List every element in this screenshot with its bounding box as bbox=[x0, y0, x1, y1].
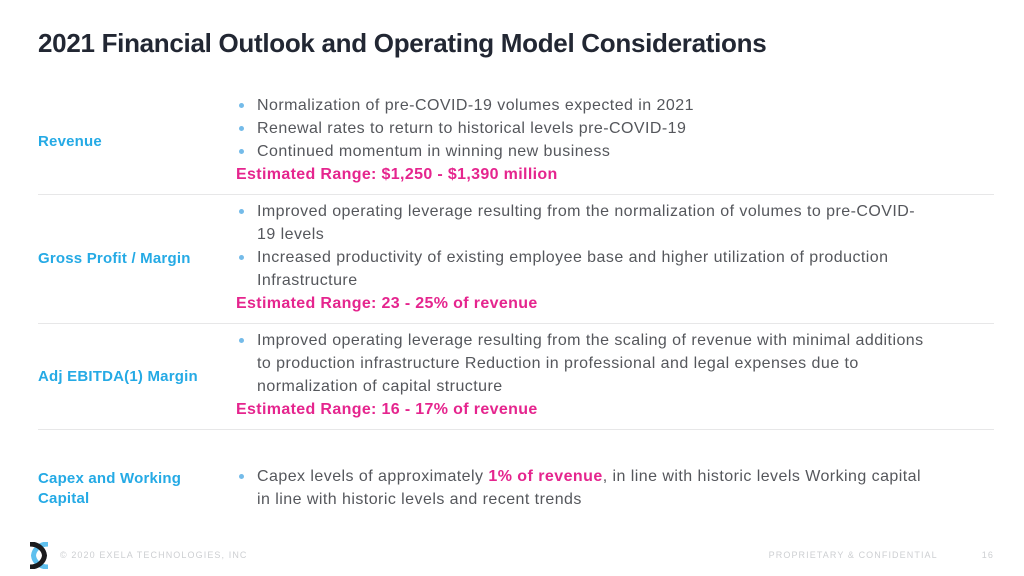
outlook-table: Revenue Normalization of pre-COVID-19 vo… bbox=[38, 89, 994, 525]
bullet-item: Continued momentum in winning new busine… bbox=[236, 140, 936, 163]
bullet-text: Increased productivity of existing emplo… bbox=[257, 249, 889, 289]
bullet-text: Capex levels of approximately 1% of reve… bbox=[257, 465, 936, 511]
exela-x-logo-icon bbox=[29, 541, 49, 569]
bullet-item: Improved operating leverage resulting fr… bbox=[236, 329, 936, 398]
bullet-dot-icon bbox=[239, 209, 244, 214]
row-label-capex: Capex and Working Capital bbox=[38, 470, 182, 507]
bullet-item: Improved operating leverage resulting fr… bbox=[236, 200, 936, 246]
bullet-dot-icon bbox=[239, 338, 244, 343]
bullet-dot-icon bbox=[239, 103, 244, 108]
bullet-dot-icon bbox=[239, 149, 244, 154]
row-label-cell: Capex and Working Capital bbox=[38, 453, 236, 525]
row-label-cell: Revenue bbox=[38, 89, 236, 194]
footer-left: © 2020 EXELA TECHNOLOGIES, INC bbox=[27, 541, 248, 569]
bullet-item: Normalization of pre-COVID-19 volumes ex… bbox=[236, 94, 936, 117]
row-label-gross-profit: Gross Profit / Margin bbox=[38, 250, 191, 267]
row-content-adj-ebitda: Improved operating leverage resulting fr… bbox=[236, 324, 936, 429]
estimated-range: Estimated Range: 16 - 17% of revenue bbox=[236, 401, 538, 418]
estimated-range: Estimated Range: $1,250 - $1,390 million bbox=[236, 166, 558, 183]
estimated-range: Estimated Range: 23 - 25% of revenue bbox=[236, 295, 538, 312]
row-label-adj-ebitda: Adj EBITDA(1) Margin bbox=[38, 367, 198, 385]
row-label-cell: Adj EBITDA(1) Margin bbox=[38, 324, 236, 429]
bullet-text: Improved operating leverage resulting fr… bbox=[257, 332, 924, 395]
bullet-dot-icon bbox=[239, 473, 244, 479]
row-label-cell: Gross Profit / Margin bbox=[38, 195, 236, 323]
bullet-text: Improved operating leverage resulting fr… bbox=[257, 203, 916, 243]
copyright-text: © 2020 EXELA TECHNOLOGIES, INC bbox=[60, 550, 248, 560]
bullet-dot-icon bbox=[239, 255, 244, 260]
bullet-item: Increased productivity of existing emplo… bbox=[236, 246, 936, 292]
row-label-revenue: Revenue bbox=[38, 132, 102, 150]
row-content-capex: Capex levels of approximately 1% of reve… bbox=[236, 453, 936, 525]
row-content-gross-profit: Improved operating leverage resulting fr… bbox=[236, 195, 936, 323]
page-number: 16 bbox=[981, 550, 994, 560]
table-row-gross-profit: Gross Profit / Margin Improved operating… bbox=[38, 195, 994, 324]
bullet-item: Capex levels of approximately 1% of reve… bbox=[236, 465, 936, 511]
bullet-text: Renewal rates to return to historical le… bbox=[257, 120, 687, 137]
bullet-text-post: , in line with historic levels Working c… bbox=[257, 467, 922, 508]
bullet-dot-icon bbox=[239, 126, 244, 131]
confidential-text: PROPRIETARY & CONFIDENTIAL bbox=[768, 550, 938, 560]
table-row-capex: Capex and Working Capital Capex levels o… bbox=[38, 430, 994, 525]
slide-footer: © 2020 EXELA TECHNOLOGIES, INC PROPRIETA… bbox=[27, 540, 994, 570]
table-row-adj-ebitda: Adj EBITDA(1) Margin Improved operating … bbox=[38, 324, 994, 430]
bullet-text: Continued momentum in winning new busine… bbox=[257, 143, 611, 160]
footer-right: PROPRIETARY & CONFIDENTIAL 16 bbox=[769, 550, 994, 560]
page-title: 2021 Financial Outlook and Operating Mod… bbox=[38, 28, 767, 58]
bullet-text-highlight: 1% of revenue bbox=[488, 467, 603, 485]
table-row-revenue: Revenue Normalization of pre-COVID-19 vo… bbox=[38, 89, 994, 195]
bullet-text-pre: Capex levels of approximately bbox=[257, 467, 489, 485]
bullet-text: Normalization of pre-COVID-19 volumes ex… bbox=[257, 97, 694, 114]
bullet-item: Renewal rates to return to historical le… bbox=[236, 117, 936, 140]
row-content-revenue: Normalization of pre-COVID-19 volumes ex… bbox=[236, 89, 936, 194]
